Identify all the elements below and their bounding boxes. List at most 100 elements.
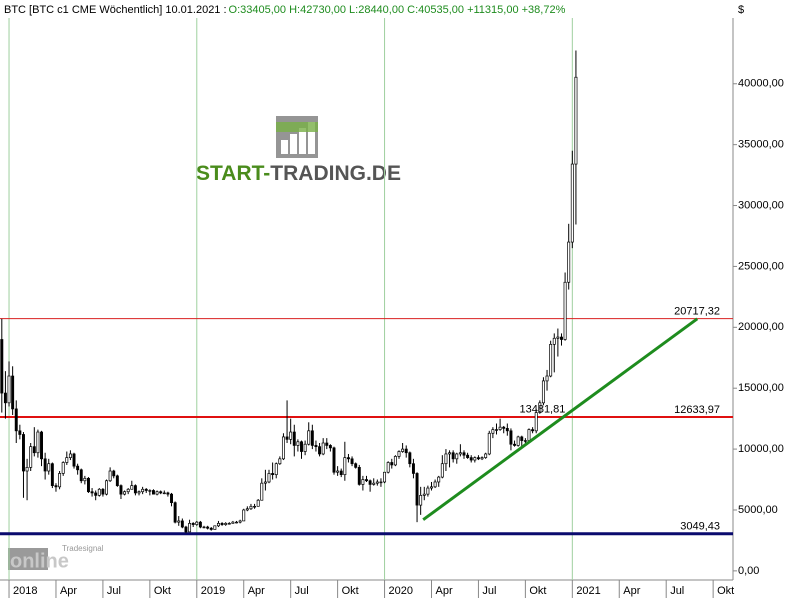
candle-body: [361, 479, 365, 485]
candle-body: [567, 241, 571, 283]
candle-body: [462, 452, 466, 456]
candle-body: [491, 429, 495, 434]
candle-body: [379, 481, 383, 484]
candle-body: [278, 458, 282, 465]
candle-body: [285, 436, 289, 440]
candle-body: [390, 462, 394, 466]
candle-body: [166, 492, 170, 495]
candle-body: [307, 430, 311, 445]
candle-body: [18, 430, 22, 435]
candle-body: [76, 465, 80, 471]
y-tick-label: 30000,00: [738, 199, 784, 211]
y-tick-label: 15000,00: [738, 382, 784, 394]
candle-body: [40, 431, 43, 460]
candle-body: [22, 434, 25, 472]
candle-body: [72, 453, 76, 467]
y-tick-label: 5000,00: [738, 504, 778, 516]
candle-body: [289, 431, 293, 440]
candle-body: [61, 462, 65, 474]
y-tick-label: 20000,00: [738, 321, 784, 333]
candle-body: [343, 457, 347, 476]
candle-body: [480, 457, 484, 460]
chart-title: BTC [BTC c1 CME Wöchentlich] 10.01.2021 …: [4, 4, 566, 16]
x-tick-label: 2021: [576, 585, 600, 597]
candle-body: [7, 375, 11, 404]
title: BTC [BTC c1 CME Wöchentlich] 10.01.2021 …: [4, 4, 227, 16]
candle-body: [267, 473, 271, 483]
level-label: 12633,97: [674, 404, 720, 416]
candle-body: [119, 485, 123, 495]
logo-rest: TRADING.DE: [270, 162, 401, 185]
candle-body: [495, 429, 498, 431]
level-label: 3049,43: [680, 521, 720, 533]
candle-body: [198, 521, 202, 528]
candle-body: [346, 457, 350, 460]
candle-body: [137, 491, 141, 494]
x-tick-label: Okt: [342, 585, 359, 597]
candle-body: [574, 76, 578, 165]
candle-body: [25, 467, 29, 472]
candle-body: [188, 523, 192, 533]
candle-body: [350, 458, 354, 465]
candle-body: [383, 471, 387, 483]
candle-body: [365, 479, 368, 482]
candle-body: [213, 525, 217, 530]
candle-body: [126, 488, 130, 493]
candle-body: [281, 436, 285, 460]
candle-body: [54, 485, 58, 488]
candle-body: [79, 469, 83, 482]
candle-body: [411, 463, 415, 474]
trendline: [422, 317, 699, 521]
candle-body: [177, 520, 181, 523]
candle-body: [458, 452, 462, 455]
y-tick-label: 10000,00: [738, 443, 784, 455]
candle-body: [227, 523, 231, 525]
candle-body: [238, 520, 242, 523]
candle-body: [209, 527, 213, 530]
candle-body: [375, 481, 379, 484]
candle-body: [249, 505, 253, 510]
candle-body: [162, 492, 166, 495]
candle-body: [328, 445, 332, 449]
candle-body: [274, 463, 278, 476]
candle-body: [408, 452, 412, 465]
trendline-label: 13481,81: [519, 404, 565, 416]
candle-body: [47, 463, 51, 472]
candle-body: [516, 436, 520, 446]
candle-body: [130, 485, 134, 490]
candle-body: [318, 446, 322, 455]
candle-body: [256, 499, 260, 507]
candle-body: [484, 453, 488, 458]
candle-body: [386, 462, 390, 473]
candle-body: [94, 492, 98, 496]
candle-body: [404, 448, 408, 454]
candle-body: [235, 521, 238, 524]
candle-body: [148, 490, 152, 492]
candle-body: [527, 429, 531, 441]
candle-body: [253, 505, 257, 508]
candle-body: [170, 493, 173, 504]
candle-body: [393, 456, 397, 466]
candle-body: [570, 163, 574, 243]
candle-body: [336, 470, 340, 473]
candle-body: [224, 523, 228, 525]
candle-body: [455, 453, 459, 460]
candle-body: [65, 457, 69, 463]
candle-body: [451, 452, 455, 460]
candle-body: [509, 430, 513, 445]
candle-body: [144, 488, 148, 491]
candle-body: [11, 375, 15, 410]
candle-body: [50, 463, 54, 486]
candle-body: [220, 523, 224, 525]
candle-body: [469, 457, 473, 461]
candle-body: [141, 488, 145, 493]
candles: [0, 50, 578, 534]
candle-body: [97, 488, 101, 496]
x-tick-label: Apr: [435, 585, 452, 597]
candle-body: [433, 481, 437, 488]
candle-body: [498, 426, 502, 430]
candle-body: [538, 402, 542, 413]
y-unit: $: [738, 4, 744, 16]
candle-body: [520, 436, 524, 441]
